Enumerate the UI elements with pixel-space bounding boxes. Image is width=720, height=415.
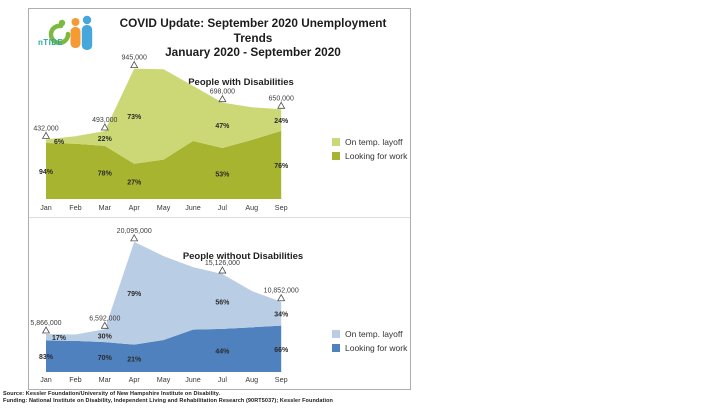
month-tick-label: Sep xyxy=(275,375,288,384)
looking-pct-label: 94% xyxy=(39,169,54,176)
total-value-label: 15,126,000 xyxy=(205,260,240,267)
month-tick-label: June xyxy=(185,203,201,212)
looking-pct-label: 21% xyxy=(127,356,142,363)
triangle-marker-icon xyxy=(100,123,109,131)
total-value-label: 10,852,000 xyxy=(264,288,299,295)
looking-pct-label: 83% xyxy=(39,354,54,361)
triangle-marker-icon xyxy=(100,321,109,329)
temp-layoff-pct-label: 73% xyxy=(127,114,142,121)
legend-row: Looking for work xyxy=(332,151,407,161)
logo-text: nTIDE xyxy=(38,38,63,47)
temp-layoff-swatch-icon xyxy=(332,330,340,338)
legend-row: On temp. layoff xyxy=(332,137,407,147)
total-value-label: 945,000 xyxy=(122,55,147,62)
month-tick-label: Mar xyxy=(99,375,112,384)
without-disabilities-chart: People without Disabilities Jan Feb Mar Apr… xyxy=(30,228,303,384)
month-tick-label: Mar xyxy=(99,203,112,212)
total-value-label: 5,866,000 xyxy=(30,320,61,327)
temp-layoff-pct-label: 6% xyxy=(54,139,65,146)
legend-row: On temp. layoff xyxy=(332,329,407,339)
legend-disabilities: On temp. layoff Looking for work xyxy=(332,137,407,165)
looking-pct-label: 27% xyxy=(127,179,142,186)
triangle-marker-icon xyxy=(277,101,286,109)
looking-pct-label: 78% xyxy=(98,170,113,177)
month-tick-label: Aug xyxy=(245,203,258,212)
legend-label-temp-layoff: On temp. layoff xyxy=(345,329,403,339)
total-value-label: 20,095,000 xyxy=(117,228,152,235)
funding-line: Funding: National Institute on Disabilit… xyxy=(3,398,334,404)
disabilities-chart: People with Disabilities Jan Feb Mar Apr May… xyxy=(33,55,294,212)
temp-layoff-pct-label: 79% xyxy=(127,291,142,298)
temp-layoff-pct-label: 56% xyxy=(215,299,230,306)
logo-figures-icon xyxy=(48,15,93,50)
title-line-2: January 2020 - September 2020 xyxy=(165,45,341,59)
area-looking-for-work xyxy=(46,130,282,199)
looking-pct-label: 44% xyxy=(215,348,230,355)
without-disabilities-chart-title: People without Disabilities xyxy=(183,251,303,262)
month-tick-label: June xyxy=(185,375,201,384)
month-tick-label: Feb xyxy=(69,203,81,212)
area-looking-for-work xyxy=(46,325,282,372)
month-tick-label: May xyxy=(157,375,171,384)
triangle-marker-icon xyxy=(130,234,139,242)
page-title: COVID Update: September 2020 Unemploymen… xyxy=(101,16,405,60)
source-note: Source: Kessler Foundation/University of… xyxy=(3,391,333,405)
looking-pct-label: 76% xyxy=(274,163,289,170)
month-tick-label: Jul xyxy=(218,375,228,384)
legend-without-disabilities: On temp. layoff Looking for work xyxy=(332,329,407,357)
looking-pct-label: 70% xyxy=(98,355,113,362)
month-tick-label: Apr xyxy=(129,375,141,384)
triangle-marker-icon xyxy=(218,266,227,274)
legend-row: Looking for work xyxy=(332,343,407,353)
month-tick-label: Sep xyxy=(275,203,288,212)
disabilities-chart-title: People with Disabilities xyxy=(188,77,294,88)
temp-layoff-pct-label: 17% xyxy=(52,335,67,342)
total-value-label: 432,000 xyxy=(33,125,58,132)
ntide-logo: nTIDE xyxy=(38,15,93,50)
temp-layoff-pct-label: 30% xyxy=(98,334,113,341)
title-line-1: COVID Update: September 2020 Unemploymen… xyxy=(119,16,387,45)
month-tick-label: Aug xyxy=(245,375,258,384)
temp-layoff-pct-label: 22% xyxy=(98,136,113,143)
temp-layoff-pct-label: 24% xyxy=(274,118,289,125)
chart-panel: nTIDE COVID Update: September 2020 Unemp… xyxy=(28,8,411,390)
total-value-label: 6,592,000 xyxy=(89,315,120,322)
looking-pct-label: 66% xyxy=(274,347,289,354)
triangle-marker-icon xyxy=(277,293,286,302)
total-value-label: 650,000 xyxy=(269,95,294,102)
month-tick-label: Apr xyxy=(129,203,141,212)
source-line: Source: Kessler Foundation/University of… xyxy=(3,391,221,397)
month-tick-label: May xyxy=(157,203,171,212)
temp-layoff-pct-label: 34% xyxy=(274,311,289,318)
month-tick-label: Jan xyxy=(40,203,52,212)
looking-pct-label: 53% xyxy=(215,171,230,178)
triangle-marker-icon xyxy=(41,326,51,334)
legend-label-looking: Looking for work xyxy=(345,343,408,353)
legend-label-looking: Looking for work xyxy=(345,151,408,161)
area-on-temp-layoff xyxy=(46,68,282,164)
month-tick-label: Jul xyxy=(218,203,228,212)
month-tick-label: Feb xyxy=(69,375,81,384)
legend-label-temp-layoff: On temp. layoff xyxy=(345,137,403,147)
triangle-marker-icon xyxy=(218,94,227,103)
month-tick-label: Jan xyxy=(40,375,52,384)
temp-layoff-pct-label: 47% xyxy=(215,123,230,130)
triangle-marker-icon xyxy=(41,131,51,139)
looking-for-work-swatch-icon xyxy=(332,152,340,160)
looking-for-work-swatch-icon xyxy=(332,344,340,352)
area-on-temp-layoff xyxy=(46,241,282,345)
total-value-label: 698,000 xyxy=(210,89,235,96)
temp-layoff-swatch-icon xyxy=(332,138,340,146)
chart-separator-line xyxy=(29,217,410,218)
total-value-label: 493,000 xyxy=(92,117,117,124)
triangle-marker-icon xyxy=(130,60,139,68)
